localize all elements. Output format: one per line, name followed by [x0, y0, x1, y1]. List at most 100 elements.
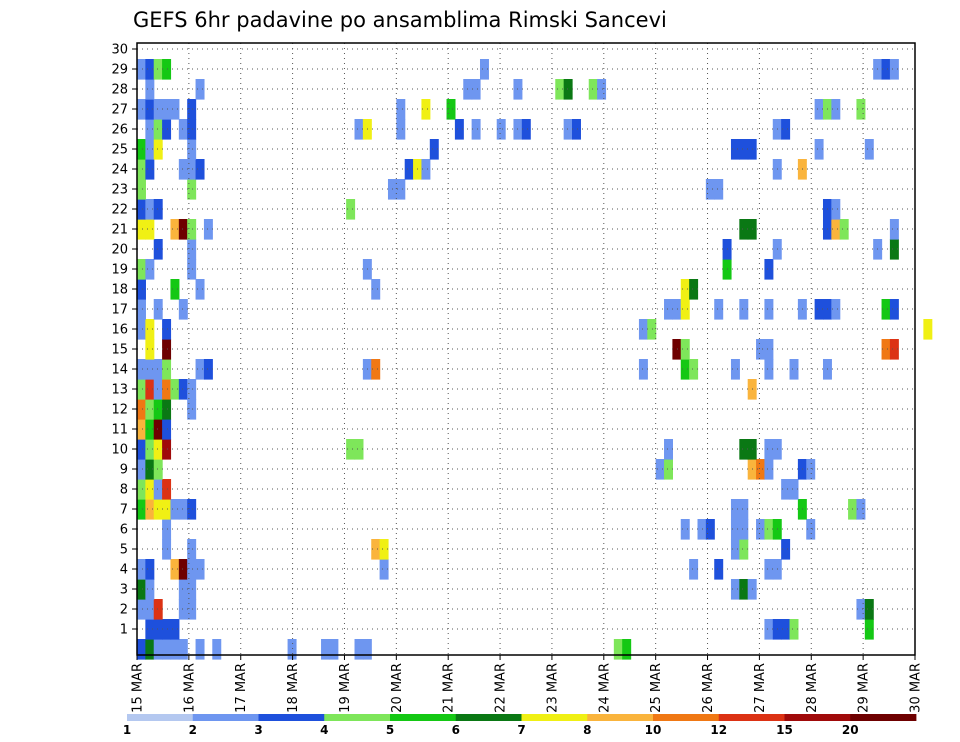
heatmap-cell — [705, 179, 715, 200]
heatmap-cell — [145, 99, 155, 120]
heatmap-cell — [647, 319, 657, 340]
heatmap-cell — [814, 299, 824, 320]
heatmap-cell — [137, 439, 146, 460]
heatmap-cell — [137, 399, 146, 420]
heatmap-cell — [187, 159, 197, 180]
legend-swatch — [324, 714, 391, 721]
heatmap-cell — [187, 259, 197, 280]
heatmap-cell — [162, 359, 172, 380]
heatmap-cell — [153, 419, 163, 440]
legend-label: 6 — [452, 723, 460, 737]
heatmap-cell — [145, 439, 155, 460]
heatmap-cell — [137, 639, 146, 660]
heatmap-cell — [421, 159, 431, 180]
y-tick-label: 5 — [120, 543, 128, 558]
heatmap-cell — [572, 119, 581, 140]
heatmap-cell — [354, 639, 364, 660]
x-tick-label: 28 MAR — [805, 663, 820, 713]
heatmap-cell — [203, 359, 213, 380]
heatmap-cell — [831, 299, 841, 320]
legend-swatch — [653, 714, 720, 721]
heatmap-cell — [396, 119, 406, 140]
heatmap-cell — [178, 499, 188, 520]
heatmap-cell — [889, 219, 899, 240]
heatmap-cell — [396, 99, 406, 120]
heatmap-cell — [187, 179, 197, 200]
heatmap-cell — [923, 319, 933, 340]
heatmap-cell — [153, 239, 163, 260]
heatmap-cell — [162, 399, 172, 420]
legend-swatch — [192, 714, 259, 721]
heatmap-cell — [354, 119, 364, 140]
y-tick-label: 29 — [111, 63, 128, 78]
heatmap-cell — [371, 359, 381, 380]
heatmap-cell — [187, 539, 197, 560]
heatmap-cell — [597, 79, 607, 100]
heatmap-cell — [187, 579, 197, 600]
y-tick-label: 12 — [111, 403, 128, 418]
heatmap-cell — [446, 99, 456, 120]
heatmap-cell — [471, 119, 481, 140]
heatmap-cell — [153, 639, 163, 660]
heatmap-cell — [187, 559, 197, 580]
y-tick-label: 23 — [111, 183, 128, 198]
y-tick-label: 17 — [111, 303, 128, 318]
heatmap-cell — [195, 279, 205, 300]
heatmap-cell — [145, 419, 155, 440]
heatmap-cell — [162, 539, 172, 560]
y-tick-label: 21 — [111, 223, 128, 238]
x-tick-label: 24 MAR — [597, 663, 612, 713]
heatmap-cell — [162, 479, 172, 500]
heatmap-cell — [178, 219, 188, 240]
heatmap-cell — [856, 599, 866, 620]
heatmap-cell — [889, 239, 899, 260]
y-tick-label: 19 — [111, 263, 128, 278]
heatmap-cell — [187, 499, 197, 520]
heatmap-cell — [170, 639, 180, 660]
heatmap-cell — [145, 79, 155, 100]
heatmap-cell — [555, 79, 565, 100]
heatmap-cell — [137, 379, 146, 400]
heatmap-cell — [137, 579, 146, 600]
heatmap-cell — [287, 639, 297, 660]
heatmap-cell — [664, 299, 673, 320]
heatmap-cell — [588, 79, 598, 100]
y-tick-label: 8 — [120, 483, 128, 498]
y-tick-label: 14 — [111, 363, 128, 378]
y-tick-label: 6 — [120, 523, 128, 538]
heatmap-cell — [178, 119, 188, 140]
heatmap-cells — [137, 59, 933, 660]
heatmap-cell — [145, 139, 155, 160]
heatmap-cell — [346, 199, 356, 220]
heatmap-cell — [145, 579, 155, 600]
y-tick-label: 9 — [120, 463, 128, 478]
heatmap-cell — [814, 139, 824, 160]
heatmap-cell — [145, 259, 155, 280]
legend-label: 10 — [645, 723, 662, 737]
heatmap-cell — [195, 79, 205, 100]
heatmap-cell — [789, 479, 799, 500]
heatmap-cell — [162, 59, 172, 80]
x-tick-label: 27 MAR — [753, 663, 768, 713]
heatmap-cell — [145, 59, 155, 80]
heatmap-cell — [145, 219, 155, 240]
heatmap-cell — [137, 359, 146, 380]
legend-swatch — [850, 714, 917, 721]
heatmap-cell — [479, 59, 489, 80]
heatmap-cell — [153, 599, 163, 620]
legend-swatch — [521, 714, 588, 721]
heatmap-cell — [187, 219, 197, 240]
heatmap-cell — [680, 519, 690, 540]
heatmap-cell — [705, 519, 715, 540]
y-axis: 1234567891011121314151617181920212223242… — [111, 43, 137, 638]
heatmap-cell — [781, 479, 791, 500]
heatmap-cell — [864, 139, 874, 160]
heatmap-cell — [622, 639, 632, 660]
heatmap-cell — [756, 459, 766, 480]
y-tick-label: 25 — [111, 143, 128, 158]
heatmap-cell — [145, 319, 155, 340]
heatmap-cell — [153, 139, 163, 160]
heatmap-cell — [664, 459, 673, 480]
heatmap-cell — [187, 99, 197, 120]
heatmap-cell — [145, 119, 155, 140]
